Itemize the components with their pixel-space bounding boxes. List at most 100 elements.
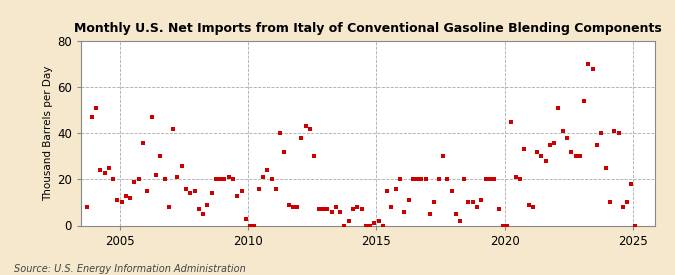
Point [600, 166, 611, 170]
Point [335, 210, 346, 214]
Point [271, 186, 281, 191]
Point [331, 205, 342, 209]
Point [223, 175, 234, 179]
Point [90, 106, 101, 110]
Point [258, 175, 269, 179]
Point [532, 150, 543, 154]
Point [266, 177, 277, 182]
Point [408, 177, 418, 182]
Point [279, 150, 290, 154]
Point [506, 120, 517, 124]
Point [437, 154, 448, 159]
Point [570, 154, 581, 159]
Point [596, 131, 607, 136]
Point [476, 198, 487, 202]
Point [467, 200, 478, 205]
Point [86, 115, 97, 119]
Point [236, 189, 247, 193]
Y-axis label: Thousand Barrels per Day: Thousand Barrels per Day [43, 66, 53, 201]
Point [356, 207, 367, 211]
Point [103, 166, 114, 170]
Point [138, 140, 148, 145]
Point [578, 99, 589, 103]
Point [155, 154, 165, 159]
Point [326, 210, 337, 214]
Point [202, 203, 213, 207]
Point [421, 177, 431, 182]
Point [82, 205, 93, 209]
Point [558, 129, 568, 133]
Point [305, 126, 316, 131]
Point [377, 223, 388, 228]
Point [446, 189, 457, 193]
Point [121, 193, 132, 198]
Point [481, 177, 491, 182]
Point [360, 223, 371, 228]
Point [198, 212, 209, 216]
Point [369, 221, 380, 226]
Point [502, 223, 512, 228]
Point [617, 205, 628, 209]
Point [429, 200, 439, 205]
Point [262, 168, 273, 172]
Point [412, 177, 423, 182]
Point [134, 177, 144, 182]
Point [185, 191, 196, 196]
Point [523, 203, 534, 207]
Point [390, 186, 401, 191]
Point [454, 219, 465, 223]
Point [167, 126, 178, 131]
Point [163, 205, 174, 209]
Point [373, 219, 384, 223]
Point [472, 205, 483, 209]
Point [591, 143, 602, 147]
Point [232, 193, 242, 198]
Point [348, 207, 358, 211]
Point [433, 177, 444, 182]
Point [441, 177, 452, 182]
Point [292, 205, 303, 209]
Point [322, 207, 333, 211]
Point [514, 177, 525, 182]
Point [450, 212, 461, 216]
Point [309, 154, 320, 159]
Point [459, 177, 470, 182]
Point [172, 175, 183, 179]
Point [587, 67, 598, 71]
Point [386, 205, 397, 209]
Point [536, 154, 547, 159]
Point [211, 177, 221, 182]
Text: Source: U.S. Energy Information Administration: Source: U.S. Energy Information Administ… [14, 264, 245, 274]
Point [626, 182, 637, 186]
Point [545, 143, 556, 147]
Point [288, 205, 298, 209]
Point [630, 223, 641, 228]
Point [510, 175, 521, 179]
Point [339, 223, 350, 228]
Point [240, 216, 251, 221]
Point [583, 62, 594, 67]
Point [318, 207, 329, 211]
Point [300, 124, 311, 129]
Point [151, 173, 161, 177]
Point [189, 189, 200, 193]
Point [275, 131, 286, 136]
Point [227, 177, 238, 182]
Point [489, 177, 500, 182]
Point [253, 186, 264, 191]
Point [395, 177, 406, 182]
Point [399, 210, 410, 214]
Point [485, 177, 495, 182]
Point [382, 189, 393, 193]
Point [244, 223, 255, 228]
Point [112, 198, 123, 202]
Point [540, 159, 551, 163]
Point [622, 200, 632, 205]
Point [206, 191, 217, 196]
Point [296, 136, 307, 140]
Point [416, 177, 427, 182]
Point [562, 136, 572, 140]
Point [176, 163, 187, 168]
Point [116, 200, 127, 205]
Point [284, 203, 294, 207]
